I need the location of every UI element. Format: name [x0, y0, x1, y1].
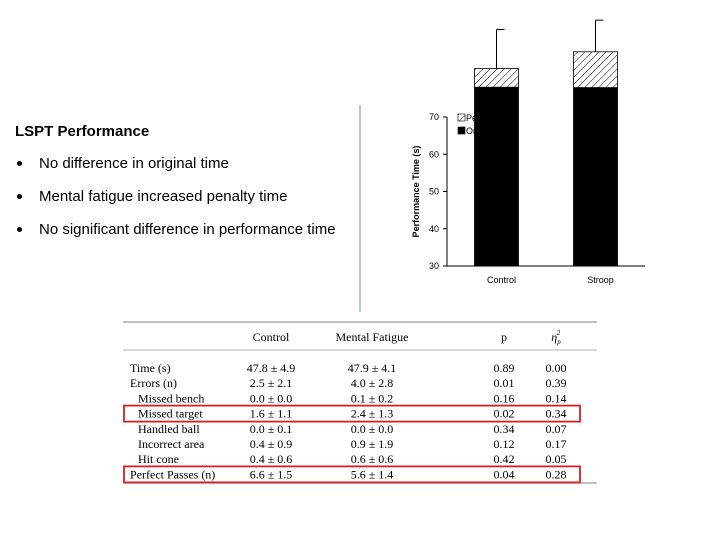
table-header: p [501, 330, 507, 344]
table-header: Mental Fatigue [336, 330, 409, 344]
table-cell: Time (s) [130, 361, 171, 375]
table-cell: Errors (n) [130, 376, 177, 390]
row-highlight [123, 465, 581, 484]
table-cell: 0.07 [546, 422, 567, 436]
row-highlight [123, 404, 581, 423]
x-tick-label: Stroop [587, 275, 614, 285]
table-cell: 1.6 ± 1.1 [250, 407, 293, 421]
table-cell: 0.4 ± 0.6 [250, 452, 293, 466]
table-cell: 0.02 [494, 407, 515, 421]
bar-segment [474, 86, 519, 267]
error-bar [496, 28, 505, 69]
heading: LSPT Performance [15, 123, 150, 140]
legend-label: Original Time [466, 126, 519, 136]
annotation: * [592, 118, 598, 135]
table-cell: 0.04 [494, 467, 515, 481]
table-cell: 47.8 ± 4.9 [247, 361, 296, 375]
bullet-list: No difference in original time Mental fa… [15, 147, 369, 246]
table-cell: 0.1 ± 0.2 [351, 391, 394, 405]
table-cell: 0.9 ± 1.9 [351, 437, 394, 451]
bar-segment [573, 87, 618, 267]
table-cell: 0.12 [494, 437, 515, 451]
table-cell: Incorrect area [138, 437, 205, 451]
table-cell: Perfect Passes (n) [130, 467, 215, 481]
table-cell: 0.39 [546, 376, 567, 390]
table-cell: 0.0 ± 0.0 [250, 391, 293, 405]
table-cell: 0.05 [546, 452, 567, 466]
table-cell: 0.34 [546, 407, 567, 421]
y-tick-label: 40 [429, 224, 439, 234]
table-cell: 6.6 ± 1.5 [250, 467, 293, 481]
legend-swatch [457, 126, 466, 135]
table-cell: Hit cone [138, 452, 179, 466]
bullet: Mental fatigue increased penalty time [17, 180, 369, 213]
table-cell: 0.89 [494, 361, 515, 375]
table-cell: 0.28 [546, 467, 567, 481]
eta-sub: p [556, 338, 561, 346]
y-axis-label: Performance Time (s) [411, 146, 421, 238]
table-cell: 0.16 [494, 391, 515, 405]
eta-sup: 2 [557, 329, 561, 337]
table-cell: 0.17 [546, 437, 567, 451]
eta-base: η [551, 330, 557, 344]
error-bar [595, 19, 604, 52]
table-cell: 5.6 ± 1.4 [351, 467, 394, 481]
y-tick-label: 70 [429, 112, 439, 122]
table-cell: 2.4 ± 1.3 [351, 407, 394, 421]
table-cell: 47.9 ± 4.1 [348, 361, 397, 375]
table-header: Control [253, 330, 290, 344]
y-tick-label: 50 [429, 187, 439, 197]
table-cell: 0.01 [494, 376, 515, 390]
table-header: ηp2 [551, 329, 561, 346]
table-cell: 0.00 [546, 361, 567, 375]
table-cell: 0.0 ± 0.1 [250, 422, 293, 436]
table-cell: 0.14 [546, 391, 567, 405]
bar-segment [474, 68, 519, 88]
table-cell: 2.5 ± 2.1 [250, 376, 293, 390]
table-cell: 0.4 ± 0.9 [250, 437, 293, 451]
bar-segment [573, 51, 618, 88]
bullet: No significant difference in performance… [17, 213, 369, 246]
legend-swatch [457, 113, 466, 122]
table-cell: Missed bench [138, 391, 204, 405]
table-cell: 0.42 [494, 452, 515, 466]
legend-label: Penalty Time [466, 113, 518, 123]
table-cell: Handled ball [138, 422, 200, 436]
table-cell: 4.0 ± 2.8 [351, 376, 394, 390]
y-tick-label: 30 [429, 261, 439, 271]
y-tick-label: 60 [429, 149, 439, 159]
table-cell: 0.0 ± 0.0 [351, 422, 394, 436]
bullet: No difference in original time [17, 147, 369, 180]
table-cell: Missed target [138, 407, 203, 421]
x-tick-label: Control [487, 275, 516, 285]
table-cell: 0.34 [494, 422, 515, 436]
table-cell: 0.6 ± 0.6 [351, 452, 394, 466]
